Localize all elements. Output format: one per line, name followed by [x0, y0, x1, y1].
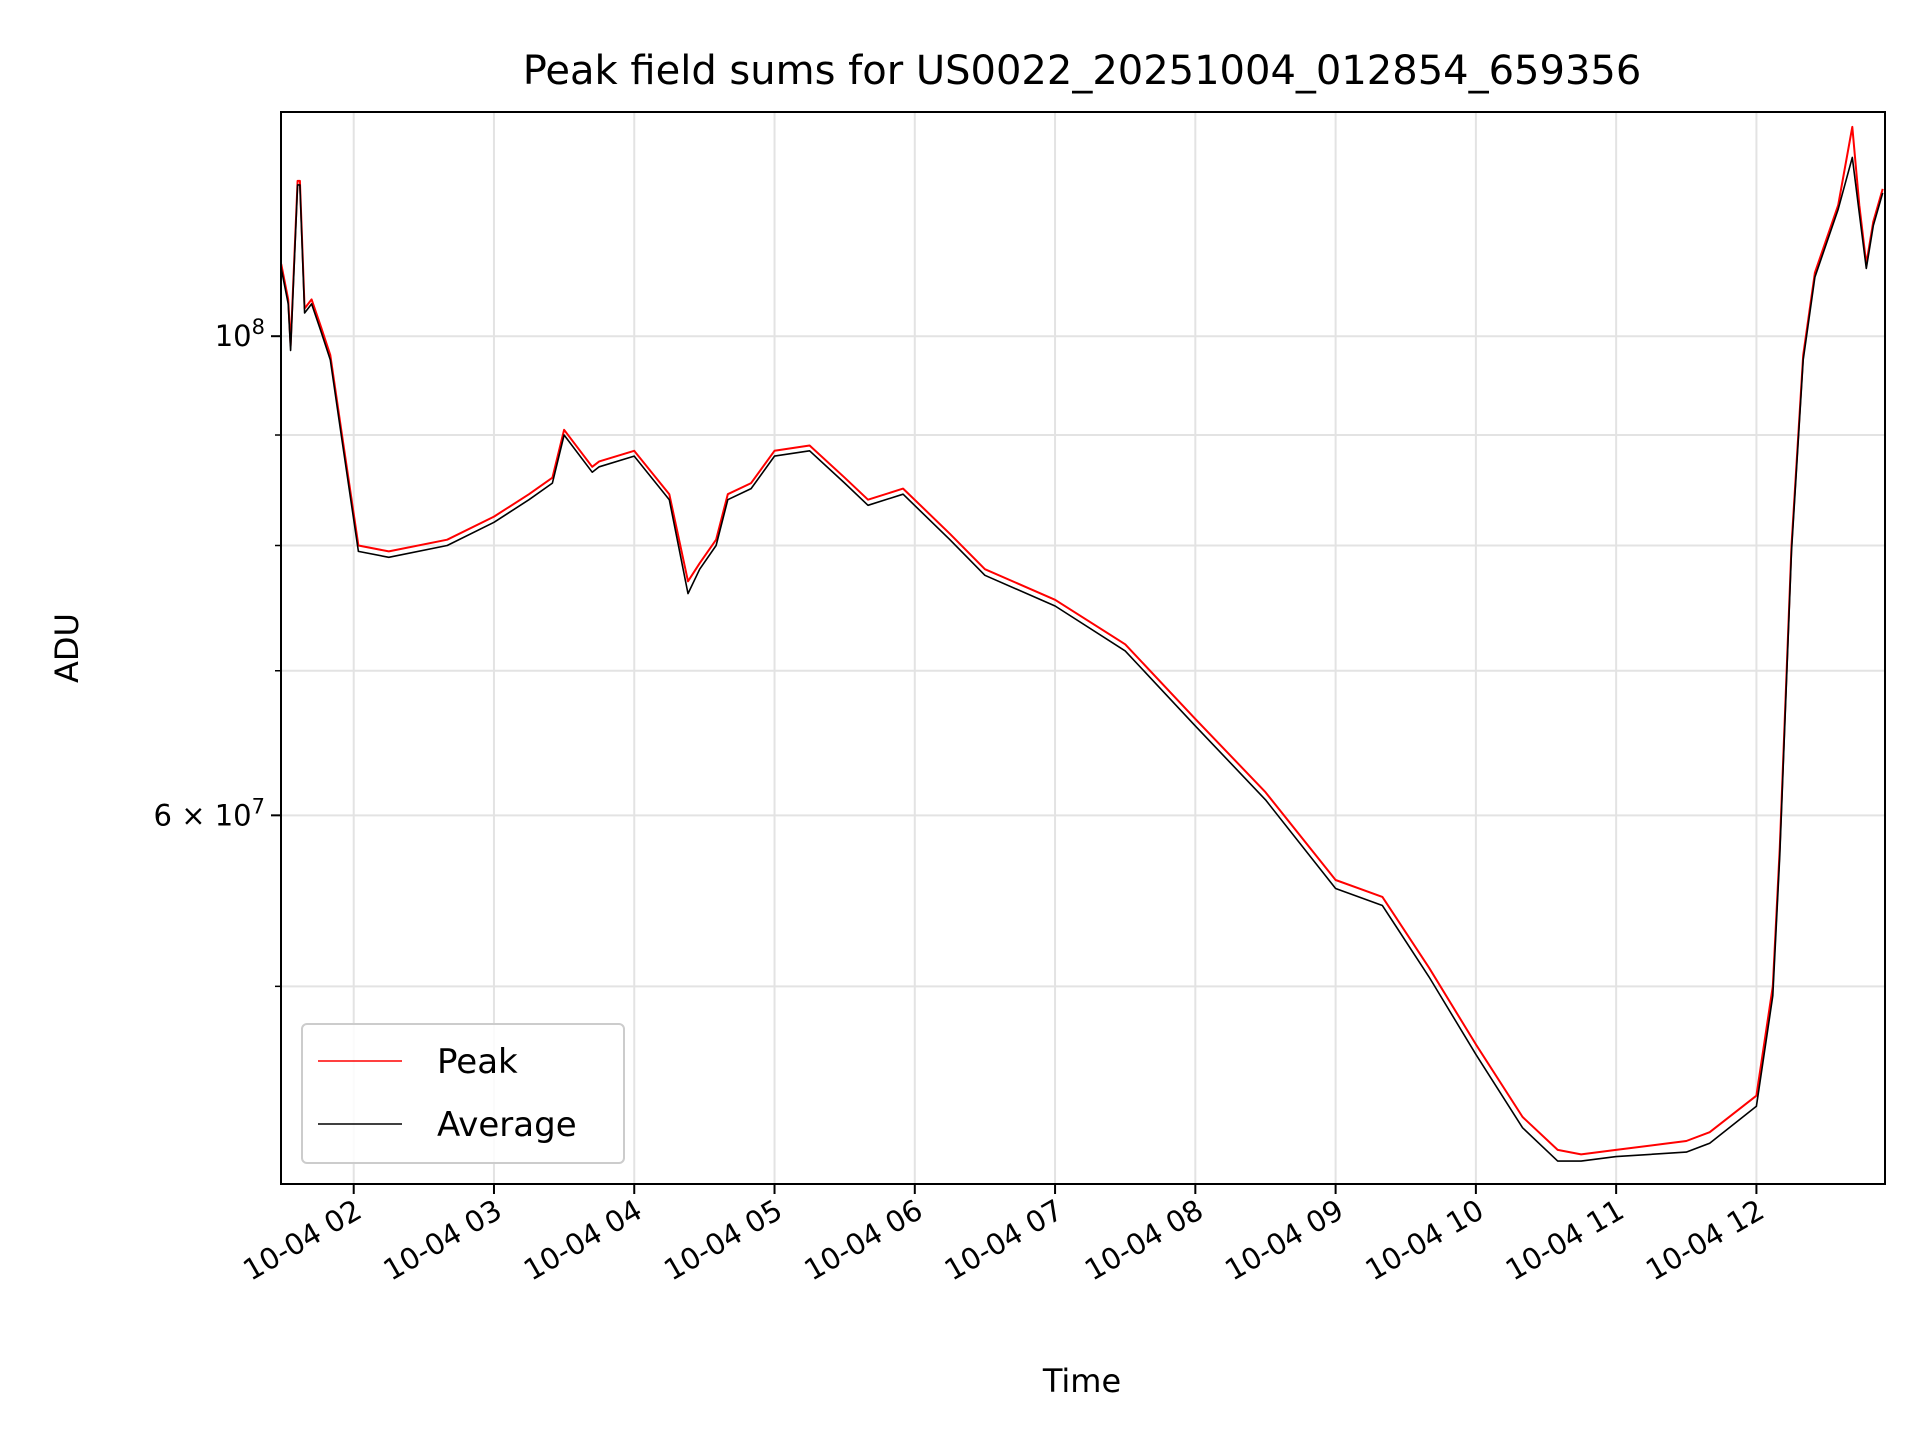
y-tick-label: 108: [215, 315, 265, 353]
series-line-average: [280, 156, 1884, 1162]
series-lines: [280, 125, 1884, 1162]
y-axis-ticks: 6 × 107 108: [154, 315, 281, 988]
x-axis-label: Time: [1042, 1362, 1121, 1400]
legend-label-peak: Peak: [437, 1042, 518, 1082]
legend-box: [301, 1023, 625, 1164]
legend-label-average: Average: [437, 1105, 577, 1145]
y-tick-label: 6 × 107: [154, 794, 265, 832]
grid: [281, 112, 1885, 1184]
chart-title: Peak field sums for US0022_20251004_0128…: [523, 48, 1642, 94]
legend: Peak Average: [301, 1023, 625, 1164]
y-axis-label: ADU: [48, 613, 86, 683]
plot-frame: [280, 111, 1886, 1185]
